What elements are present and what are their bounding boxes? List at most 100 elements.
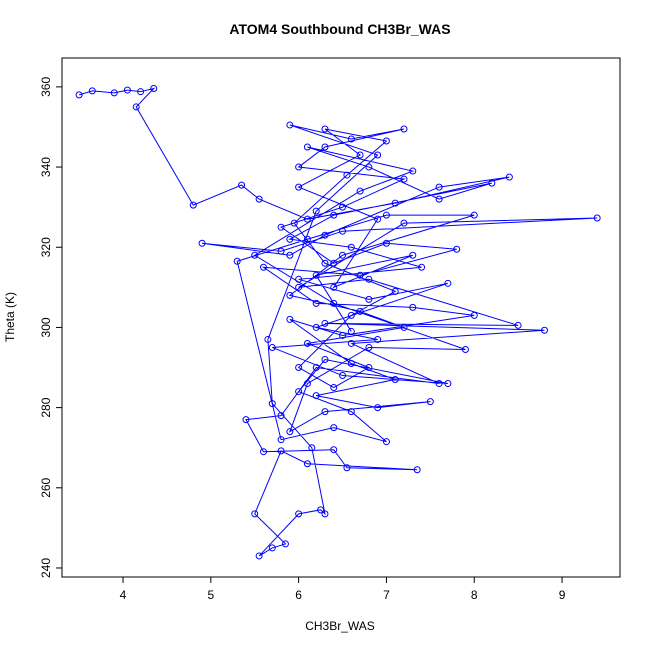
data-point bbox=[286, 428, 294, 436]
data-point bbox=[488, 179, 496, 187]
y-tick-label: 340 bbox=[39, 157, 53, 177]
x-tick-label: 5 bbox=[207, 588, 214, 602]
data-point bbox=[365, 364, 373, 372]
data-point bbox=[312, 364, 320, 372]
y-tick-label: 260 bbox=[39, 477, 53, 497]
data-point bbox=[365, 275, 373, 283]
data-point bbox=[268, 544, 276, 552]
data-point bbox=[339, 331, 347, 339]
data-point bbox=[330, 283, 338, 291]
data-point bbox=[123, 86, 131, 94]
data-point bbox=[356, 271, 364, 279]
data-point bbox=[286, 235, 294, 243]
data-point bbox=[321, 231, 329, 239]
data-point bbox=[264, 335, 272, 343]
data-point bbox=[198, 239, 206, 247]
data-point bbox=[277, 412, 285, 420]
data-point bbox=[347, 339, 355, 347]
data-point bbox=[409, 167, 417, 175]
data-point bbox=[312, 299, 320, 307]
data-point bbox=[321, 259, 329, 267]
data-point bbox=[321, 355, 329, 363]
data-point bbox=[347, 311, 355, 319]
x-tick-label: 4 bbox=[120, 588, 127, 602]
data-point bbox=[343, 171, 351, 179]
data-point bbox=[277, 436, 285, 444]
data-point bbox=[435, 195, 443, 203]
y-tick-label: 360 bbox=[39, 77, 53, 97]
data-point bbox=[303, 339, 311, 347]
data-point bbox=[400, 219, 408, 227]
data-point bbox=[413, 466, 421, 474]
data-point bbox=[382, 137, 390, 145]
data-point bbox=[321, 125, 329, 133]
data-point bbox=[330, 259, 338, 267]
data-point bbox=[593, 214, 601, 222]
data-point bbox=[189, 201, 197, 209]
data-point bbox=[339, 227, 347, 235]
data-point bbox=[540, 326, 548, 334]
y-tick-label: 300 bbox=[39, 317, 53, 337]
data-point bbox=[308, 444, 316, 452]
data-point bbox=[391, 287, 399, 295]
data-point bbox=[251, 510, 259, 518]
data-point bbox=[312, 207, 320, 215]
data-point bbox=[277, 447, 285, 455]
data-point bbox=[444, 380, 452, 388]
data-point bbox=[374, 335, 382, 343]
x-tick-label: 8 bbox=[471, 588, 478, 602]
data-point bbox=[409, 303, 417, 311]
data-point bbox=[303, 215, 311, 223]
x-axis-label: CH3Br_WAS bbox=[305, 619, 375, 633]
data-point bbox=[255, 552, 263, 560]
data-point bbox=[330, 424, 338, 432]
data-point bbox=[339, 251, 347, 259]
data-point bbox=[242, 416, 250, 424]
data-point bbox=[303, 235, 311, 243]
y-tick-label: 280 bbox=[39, 397, 53, 417]
data-point bbox=[435, 183, 443, 191]
data-point bbox=[347, 243, 355, 251]
data-point bbox=[365, 295, 373, 303]
data-point bbox=[400, 125, 408, 133]
data-point bbox=[88, 87, 96, 95]
data-point bbox=[233, 257, 241, 265]
data-point bbox=[356, 187, 364, 195]
data-point bbox=[330, 384, 338, 392]
x-tick-label: 6 bbox=[295, 588, 302, 602]
data-point bbox=[343, 464, 351, 472]
data-point bbox=[317, 506, 325, 514]
data-point bbox=[382, 211, 390, 219]
y-tick-label: 320 bbox=[39, 237, 53, 257]
data-point bbox=[382, 438, 390, 446]
data-point bbox=[444, 279, 452, 287]
data-point bbox=[286, 315, 294, 323]
data-point bbox=[365, 163, 373, 171]
data-point bbox=[277, 223, 285, 231]
data-point bbox=[286, 251, 294, 259]
data-point bbox=[303, 380, 311, 388]
data-point bbox=[303, 460, 311, 468]
data-point bbox=[374, 404, 382, 412]
data-point bbox=[470, 211, 478, 219]
data-point bbox=[400, 175, 408, 183]
data-point bbox=[374, 151, 382, 159]
plot-frame bbox=[61, 57, 621, 578]
data-point bbox=[461, 345, 469, 353]
data-point bbox=[426, 398, 434, 406]
data-point bbox=[132, 103, 140, 111]
data-point bbox=[400, 323, 408, 331]
data-point bbox=[321, 143, 329, 151]
data-point bbox=[255, 195, 263, 203]
data-point bbox=[382, 239, 390, 247]
data-point bbox=[277, 247, 285, 255]
data-point bbox=[347, 360, 355, 368]
data-point bbox=[110, 89, 118, 97]
data-point bbox=[330, 446, 338, 454]
data-point bbox=[268, 400, 276, 408]
data-point bbox=[374, 215, 382, 223]
y-axis-label: Theta (K) bbox=[3, 292, 17, 342]
data-point bbox=[137, 88, 145, 96]
data-point bbox=[303, 143, 311, 151]
